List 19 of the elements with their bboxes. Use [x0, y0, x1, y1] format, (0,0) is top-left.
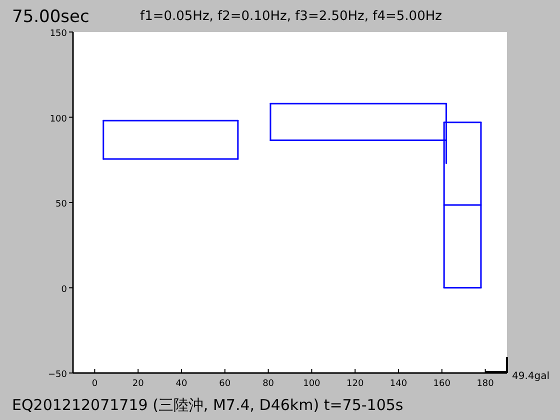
chart-title: 75.00sec	[12, 7, 90, 27]
text: 49.4gal	[512, 371, 550, 382]
chart-subtitle: f1=0.05Hz, f2=0.10Hz, f3=2.50Hz, f4=5.00Hz	[140, 9, 442, 24]
y-tick-label: 100	[50, 114, 68, 124]
x-tick-label: 120	[346, 379, 364, 389]
x-tick-label: 80	[262, 379, 274, 389]
x-tick-label: 40	[176, 379, 188, 389]
y-tick-label: 0	[61, 284, 68, 295]
x-tick-label: 160	[433, 379, 451, 389]
text: EQ201212071719 (三陸沖, M7.4, D46km) t=75-105s	[12, 396, 404, 414]
x-tick-label: 180	[476, 379, 494, 389]
x-tick-label: 20	[132, 379, 144, 389]
x-tick-label: 140	[390, 379, 408, 389]
x-tick-label: 100	[303, 379, 321, 389]
y-tick-label: 50	[56, 200, 68, 210]
y-tick-label: 150	[50, 29, 68, 39]
x-tick-label: 0	[92, 379, 98, 389]
x-tick-label: 60	[219, 379, 231, 389]
y-tick-label: −50	[48, 370, 68, 380]
